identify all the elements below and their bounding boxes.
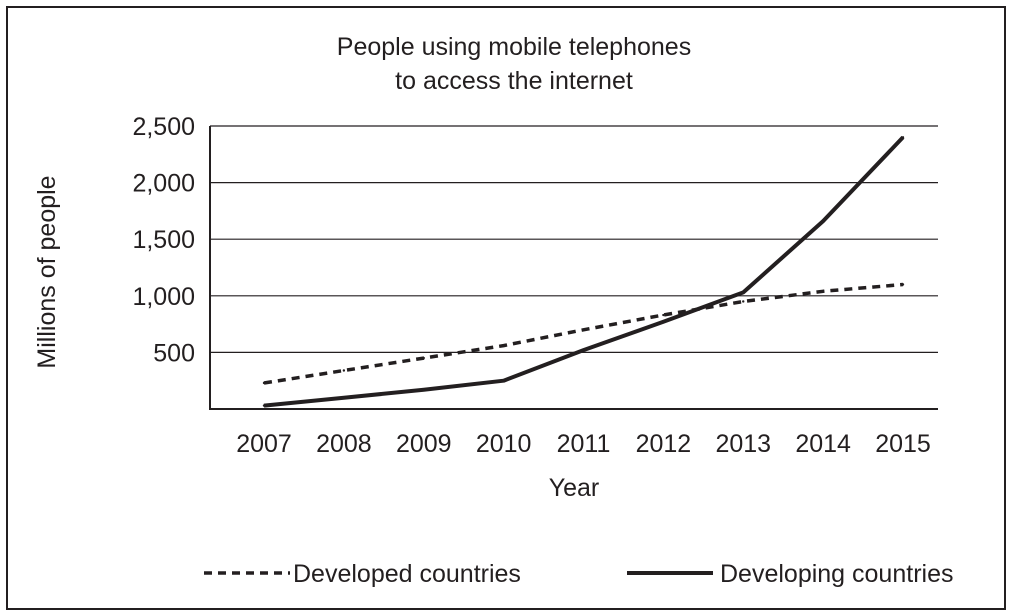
chart-title-line-2: to access the internet bbox=[395, 67, 633, 95]
y-tick-label-2000: 2,000 bbox=[132, 170, 195, 198]
point-developed-countries-2014 bbox=[821, 290, 825, 293]
gridlines bbox=[210, 125, 938, 353]
point-developing-countries-2009 bbox=[422, 388, 425, 391]
point-developing-countries-2011 bbox=[582, 348, 585, 352]
x-tick-label-2015: 2015 bbox=[875, 430, 931, 458]
x-tick-label-2008: 2008 bbox=[316, 430, 372, 458]
x-tick-label-2014: 2014 bbox=[795, 430, 851, 458]
legend-label-developing: Developing countries bbox=[720, 560, 953, 588]
point-developing-countries-2012 bbox=[662, 320, 665, 324]
x-tick-label-2011: 2011 bbox=[557, 430, 611, 458]
point-developing-countries-2015 bbox=[901, 136, 905, 139]
y-tick-label-500: 500 bbox=[153, 339, 195, 367]
legend: Developed countries Developing countries bbox=[204, 560, 953, 588]
y-tick-label-2500: 2,500 bbox=[132, 113, 195, 141]
x-tick-label-2012: 2012 bbox=[636, 430, 692, 458]
point-developing-countries-2014 bbox=[821, 219, 825, 223]
series-line-developed-countries bbox=[263, 282, 904, 385]
point-developed-countries-2013 bbox=[742, 300, 745, 303]
x-tick-label-2013: 2013 bbox=[715, 430, 771, 458]
point-developing-countries-2007 bbox=[262, 404, 266, 407]
x-tick-label-2009: 2009 bbox=[396, 430, 452, 458]
legend-label-developed: Developed countries bbox=[293, 560, 521, 588]
point-developed-countries-2010 bbox=[502, 344, 505, 347]
x-tick-labels: 2007 2008 2009 2010 2011 2012 2013 2014 2015 bbox=[236, 430, 931, 458]
x-tick-label-2010: 2010 bbox=[476, 430, 532, 458]
point-developed-countries-2011 bbox=[582, 328, 585, 331]
chart-frame bbox=[6, 6, 1006, 610]
point-developed-countries-2009 bbox=[422, 356, 425, 360]
point-developing-countries-2008 bbox=[342, 396, 346, 399]
point-developed-countries-2007 bbox=[262, 381, 266, 385]
x-axis-label: Year bbox=[549, 474, 600, 502]
axes bbox=[209, 126, 938, 410]
point-developing-countries-2013 bbox=[742, 291, 745, 294]
series-lines bbox=[262, 135, 905, 408]
y-axis-label: Millions of people bbox=[33, 175, 61, 368]
y-tick-label-1000: 1,000 bbox=[132, 283, 195, 311]
point-developed-countries-2015 bbox=[901, 283, 905, 286]
x-tick-label-2007: 2007 bbox=[236, 430, 292, 458]
point-developing-countries-2010 bbox=[502, 379, 505, 382]
chart-title-line-1: People using mobile telephones bbox=[337, 33, 691, 61]
point-developed-countries-2012 bbox=[662, 313, 665, 317]
series-line-developing-countries bbox=[263, 135, 905, 408]
y-tick-labels: 500 1,000 1,500 2,000 2,500 bbox=[132, 113, 195, 367]
y-tick-label-1500: 1,500 bbox=[132, 226, 195, 254]
point-developed-countries-2008 bbox=[342, 369, 346, 372]
